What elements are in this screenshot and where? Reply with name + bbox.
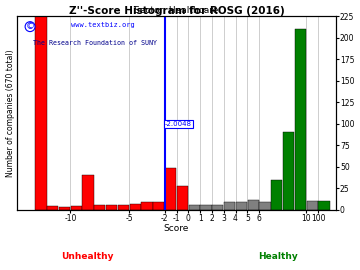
Bar (141, 202, 153, 210)
Bar (212, 205, 224, 210)
Bar (271, 180, 282, 210)
Bar (165, 168, 176, 210)
Bar (94, 205, 105, 210)
X-axis label: Score: Score (164, 224, 189, 233)
Bar (35, 0, 46, 210)
Bar (47, 206, 58, 210)
Bar (189, 205, 200, 210)
Bar (283, 132, 294, 210)
Text: The Research Foundation of SUNY: The Research Foundation of SUNY (33, 39, 157, 46)
Bar (236, 202, 247, 210)
Text: -2.0048: -2.0048 (165, 121, 192, 127)
Text: Sector: Healthcare: Sector: Healthcare (134, 6, 219, 15)
Bar (307, 201, 318, 210)
Bar (71, 206, 82, 210)
Bar (224, 202, 235, 210)
Bar (177, 186, 188, 210)
Text: ©: © (26, 22, 35, 31)
Bar (153, 202, 165, 210)
Bar (295, 29, 306, 210)
Y-axis label: Number of companies (670 total): Number of companies (670 total) (5, 49, 14, 177)
Bar (82, 175, 94, 210)
Bar (318, 201, 330, 210)
Bar (130, 204, 141, 210)
Title: Z''-Score Histogram for ROSG (2016): Z''-Score Histogram for ROSG (2016) (69, 6, 284, 16)
Bar (201, 205, 212, 210)
Bar (260, 202, 271, 210)
Bar (118, 205, 129, 210)
Bar (59, 207, 70, 210)
Text: Unhealthy: Unhealthy (61, 252, 114, 261)
Bar (106, 205, 117, 210)
Text: Healthy: Healthy (258, 252, 298, 261)
Bar (248, 200, 259, 210)
Text: www.textbiz.org: www.textbiz.org (72, 22, 135, 28)
